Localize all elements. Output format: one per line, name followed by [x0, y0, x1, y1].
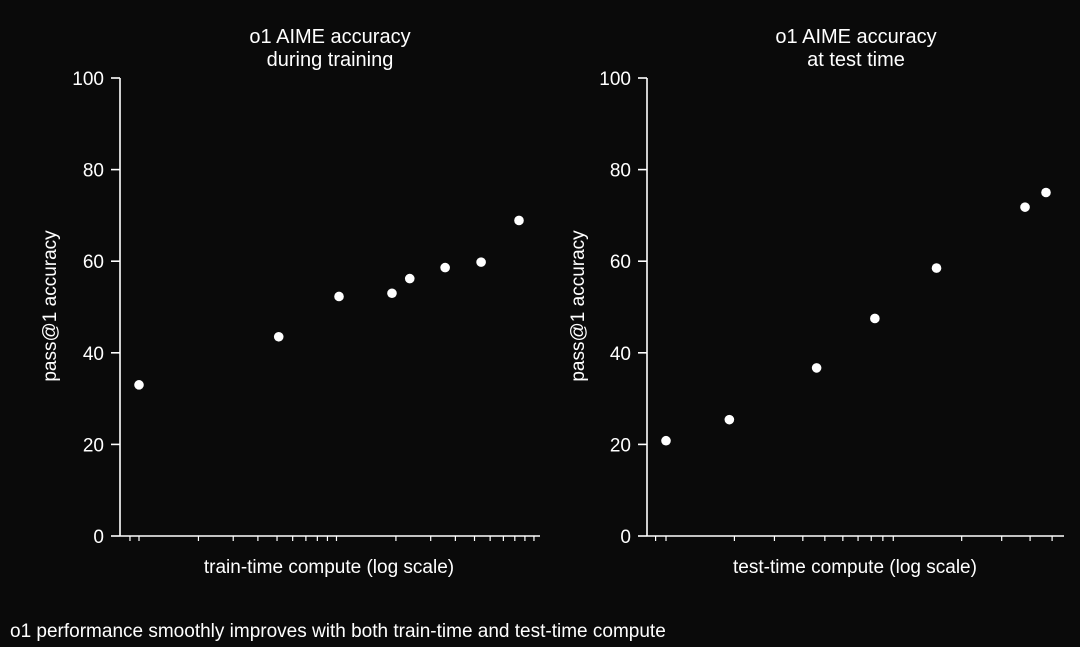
data-point: [661, 435, 671, 446]
chart-title-line-1: o1 AIME accuracy: [249, 26, 410, 48]
data-point: [387, 288, 397, 299]
train-time-chart: o1 AIME accuracy during training pass@1 …: [40, 26, 540, 578]
chart-title-line-1: o1 AIME accuracy: [775, 26, 936, 48]
data-point: [724, 414, 735, 425]
y-tick-label: 0: [620, 527, 631, 548]
axes: 0 20 40 60 80 100: [72, 69, 540, 548]
y-tick-label: 100: [72, 69, 104, 90]
x-axis-label: train-time compute (log scale): [204, 557, 454, 578]
data-point: [1020, 202, 1030, 212]
y-axis-label: pass@1 accuracy: [40, 230, 61, 382]
data-point: [476, 257, 486, 267]
y-axis-label: pass@1 accuracy: [568, 230, 589, 382]
data-point: [1041, 187, 1051, 198]
test-time-chart: o1 AIME accuracy at test time pass@1 acc…: [568, 26, 1064, 578]
data-point: [931, 263, 942, 273]
y-tick-label: 60: [83, 252, 104, 273]
data-point: [514, 215, 524, 226]
y-tick-label: 40: [83, 344, 104, 365]
data-point: [334, 291, 344, 302]
data-point: [134, 380, 144, 390]
y-tick-label: 80: [610, 161, 631, 182]
figure-caption: o1 performance smoothly improves with bo…: [10, 621, 666, 642]
data-points: [134, 215, 524, 390]
data-point: [404, 273, 415, 284]
axes: 0 20 40 60 80 100: [599, 69, 1064, 548]
data-point: [870, 313, 880, 324]
y-tick-label: 20: [83, 435, 104, 456]
x-axis-label: test-time compute (log scale): [733, 557, 977, 578]
y-tick-label: 100: [599, 69, 631, 90]
data-points: [661, 187, 1051, 446]
data-point: [273, 331, 284, 342]
y-tick-label: 20: [610, 435, 631, 456]
y-tick-label: 0: [93, 527, 104, 548]
chart-title-line-2: during training: [267, 49, 394, 71]
y-tick-label: 60: [610, 252, 631, 273]
chart-title-line-2: at test time: [807, 49, 905, 71]
y-tick-label: 40: [610, 344, 631, 365]
y-tick-label: 80: [83, 161, 104, 182]
data-point: [440, 262, 450, 273]
data-point: [811, 363, 822, 373]
